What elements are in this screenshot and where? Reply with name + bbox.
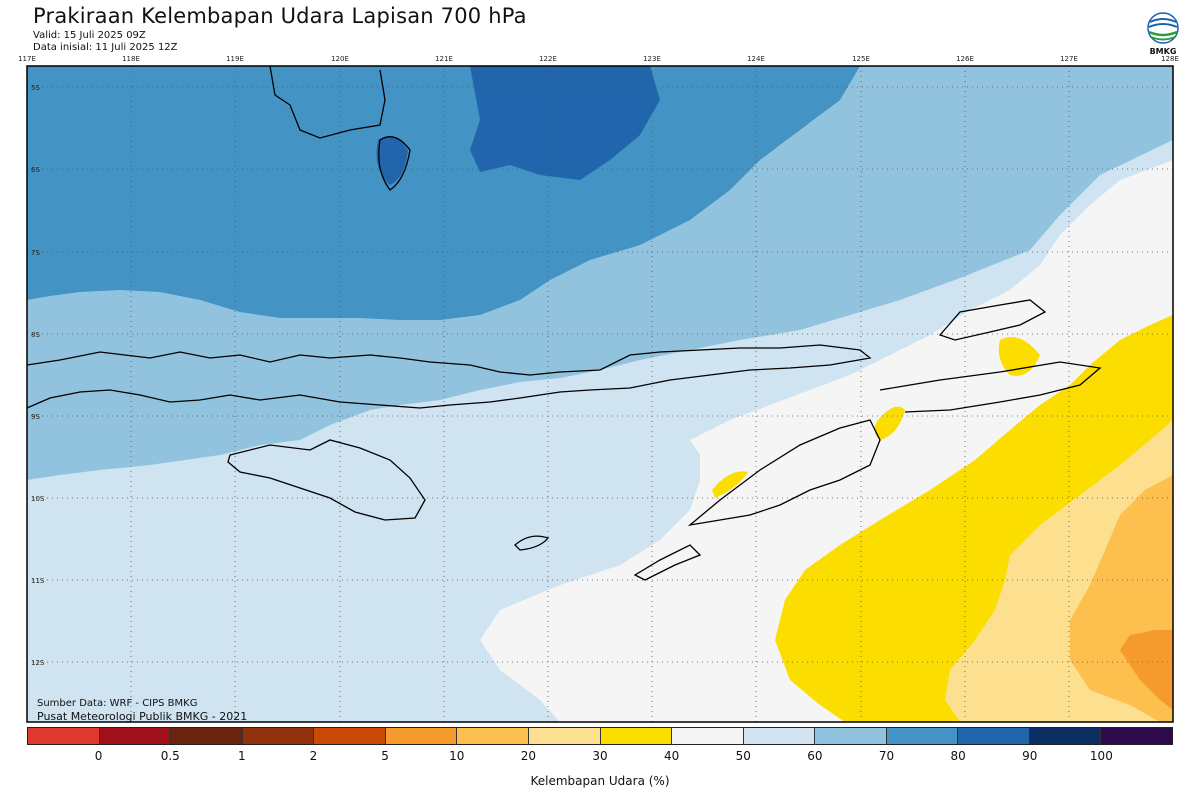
legend-labels: 0 0.5 1 2 5 10 20 30 40 50 60 70 80 90 100	[0, 749, 1200, 765]
legend-label: 100	[1089, 749, 1113, 763]
x-tick: 125E	[852, 55, 870, 63]
humidity-field	[27, 66, 1173, 722]
legend-label: 2	[309, 749, 318, 763]
x-tick: 118E	[122, 55, 140, 63]
y-tick: 7S	[31, 249, 40, 257]
legend-label: 80	[950, 749, 966, 763]
flores-sea-islands	[378, 136, 411, 191]
map-title: Prakiraan Kelembapan Udara Lapisan 700 h…	[33, 4, 527, 28]
legend-swatch	[600, 728, 673, 744]
legend-swatch	[1101, 728, 1172, 744]
sumba-island	[227, 439, 426, 521]
legend-label: 10	[449, 749, 465, 763]
x-tick: 119E	[226, 55, 244, 63]
x-tick: 122E	[539, 55, 557, 63]
legend-label: 1	[238, 749, 246, 763]
legend-label: 50	[735, 749, 751, 763]
sumbawa-lombok-coast	[27, 344, 872, 409]
legend-swatch	[242, 728, 315, 744]
legend-swatch	[457, 728, 529, 744]
sulawesi-coast	[269, 66, 386, 139]
legend-swatch	[743, 728, 816, 744]
legend-swatch	[314, 728, 386, 744]
legend-label: 5	[381, 749, 389, 763]
timor-island	[687, 419, 881, 527]
y-tick: 12S	[31, 659, 45, 667]
legend-swatch	[171, 728, 243, 744]
legend-label: 0.5	[160, 749, 180, 763]
y-tick: 9S	[31, 413, 40, 421]
legend-swatch	[99, 728, 172, 744]
init-time: Data inisial: 11 Juli 2025 12Z	[33, 42, 178, 53]
legend-swatch	[958, 728, 1030, 744]
y-tick: 5S	[31, 84, 40, 92]
legend-swatch	[385, 728, 458, 744]
x-tick: 128E	[1161, 55, 1179, 63]
legend-label: 30	[592, 749, 608, 763]
legend-swatch	[528, 728, 601, 744]
zone-5-10	[1120, 630, 1173, 710]
data-source: Sumber Data: WRF - CIPS BMKG	[37, 698, 198, 709]
legend-title: Kelembapan Udara (%)	[530, 774, 670, 788]
savu-island	[514, 535, 550, 551]
timor-leste-border	[879, 361, 1102, 413]
coastlines	[27, 66, 1102, 581]
x-tick: 124E	[747, 55, 765, 63]
x-tick: 120E	[331, 55, 349, 63]
x-tick: 117E	[18, 55, 36, 63]
y-tick: 6S	[31, 166, 40, 174]
valid-time: Valid: 15 Juli 2025 09Z	[33, 30, 146, 41]
logo-text: BMKG	[1150, 47, 1177, 56]
x-tick: 121E	[435, 55, 453, 63]
x-tick: 127E	[1060, 55, 1078, 63]
legend-label: 0	[94, 749, 103, 763]
y-tick: 8S	[31, 331, 40, 339]
organization-credit: Pusat Meteorologi Publik BMKG - 2021	[37, 710, 248, 723]
x-tick-labels: 117E 118E 119E 120E 121E 122E 123E 124E …	[18, 55, 1179, 63]
legend-label: 40	[663, 749, 680, 763]
color-legend	[27, 727, 1173, 745]
legend-swatch	[672, 728, 744, 744]
x-tick: 126E	[956, 55, 974, 63]
legend-swatch	[886, 728, 959, 744]
x-tick: 123E	[643, 55, 661, 63]
legend-swatch	[815, 728, 887, 744]
y-tick: 11S	[31, 577, 45, 585]
zone-90-100	[470, 66, 660, 180]
legend-label: 90	[1022, 749, 1038, 763]
legend-label: 60	[807, 749, 823, 763]
rote-island	[633, 544, 702, 581]
y-tick: 10S	[31, 495, 45, 503]
legend-label: 20	[520, 749, 537, 763]
legend-swatch	[28, 728, 100, 744]
map-frame	[26, 65, 1174, 723]
bmkg-logo-icon: BMKG	[1147, 12, 1179, 56]
legend-label: 70	[878, 749, 895, 763]
legend-swatch	[1029, 728, 1102, 744]
y-tick-labels: 5S 6S 7S 8S 9S 10S 11S 12S	[31, 84, 45, 667]
wetar-coast	[938, 299, 1047, 341]
